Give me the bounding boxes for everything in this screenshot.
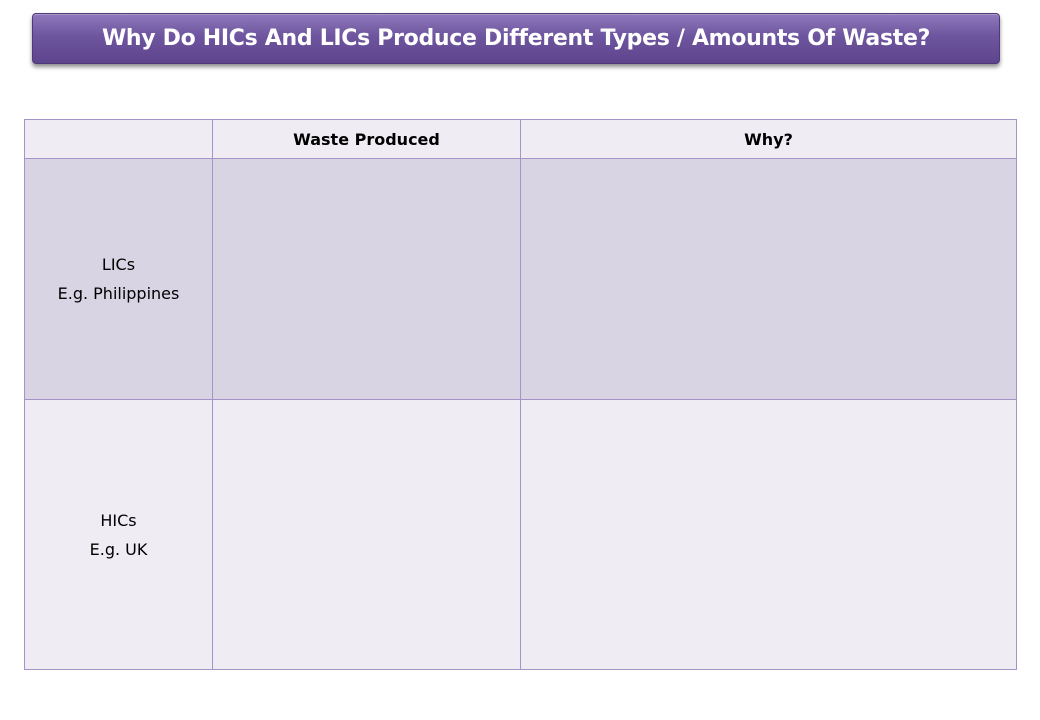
row-label-lics: LICs E.g. Philippines [24, 158, 213, 400]
cell-hics-waste-produced[interactable] [212, 399, 521, 670]
table-header-row: Waste Produced Why? [24, 119, 1017, 159]
row-label-hics-example: E.g. UK [89, 539, 148, 559]
header-why: Why? [520, 119, 1017, 159]
row-label-hics-title: HICs [100, 510, 137, 530]
cell-lics-why[interactable] [520, 158, 1017, 400]
table-row-lics: LICs E.g. Philippines [24, 158, 1017, 400]
header-cell-empty [24, 119, 213, 159]
table-row-hics: HICs E.g. UK [24, 399, 1017, 670]
comparison-table: Waste Produced Why? LICs E.g. Philippine… [24, 119, 1017, 670]
cell-hics-why[interactable] [520, 399, 1017, 670]
cell-lics-waste-produced[interactable] [212, 158, 521, 400]
row-label-lics-example: E.g. Philippines [57, 284, 180, 303]
page-title: Why Do HICs And LICs Produce Different T… [101, 26, 931, 51]
title-banner: Why Do HICs And LICs Produce Different T… [32, 13, 1000, 64]
row-label-hics: HICs E.g. UK [24, 399, 213, 670]
row-label-lics-title: LICs [101, 255, 136, 274]
header-waste-produced: Waste Produced [212, 119, 521, 159]
